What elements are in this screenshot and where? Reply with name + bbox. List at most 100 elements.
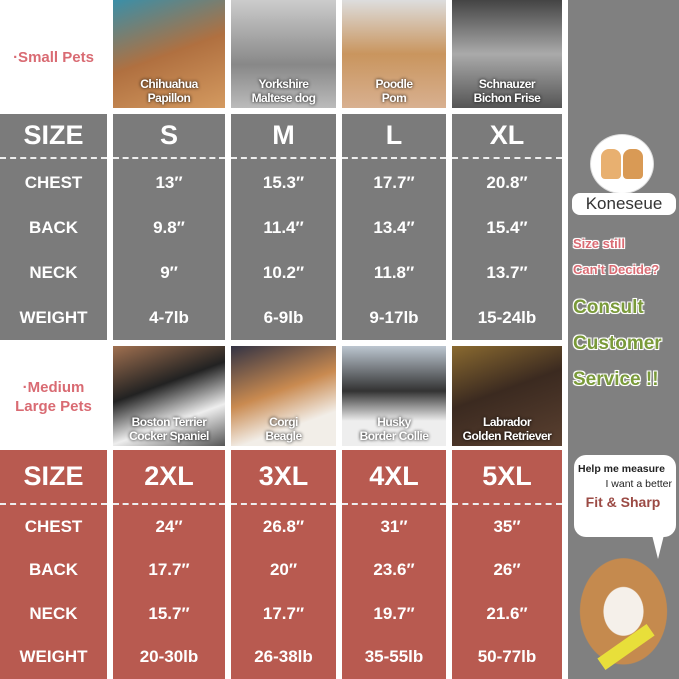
measure-value: 35-55lb bbox=[364, 647, 424, 667]
measure-value: 11.8′′ bbox=[373, 262, 415, 282]
measure-value: 23.6′′ bbox=[373, 560, 415, 580]
dashed-divider bbox=[0, 157, 107, 159]
label-column: SIZE CHEST BACK NECK WEIGHT bbox=[0, 450, 107, 679]
measure-value: 6-9lb bbox=[263, 307, 304, 327]
dashed-divider bbox=[113, 157, 225, 159]
breed-label: Boston Terrier Cocker Spaniel bbox=[129, 415, 209, 446]
breed-name: Chihuahua bbox=[140, 77, 198, 91]
measure-value: 26-38lb bbox=[254, 647, 313, 667]
size-label: 3XL bbox=[258, 460, 309, 491]
breed-name: Pom bbox=[381, 91, 407, 105]
bubble-text-3: Fit & Sharp bbox=[585, 494, 661, 510]
measure-label: CHEST bbox=[24, 172, 83, 192]
breed-name: Golden Retriever bbox=[462, 429, 552, 443]
measure-label: NECK bbox=[29, 262, 78, 282]
size-label: M bbox=[272, 119, 295, 150]
label-line: Large Pets bbox=[15, 398, 92, 415]
measure-value: 24′′ bbox=[155, 516, 183, 536]
measure-value: 9′′ bbox=[160, 262, 178, 282]
breed-name: Border Collie bbox=[359, 429, 429, 443]
breed-name: Poodle bbox=[375, 77, 413, 91]
breed-name: Bichon Frise bbox=[473, 91, 541, 105]
size-label: 4XL bbox=[369, 460, 419, 491]
measure-value: 11.4′′ bbox=[263, 217, 304, 237]
measure-value: 15.3′′ bbox=[262, 172, 305, 192]
breed-photo: Yorkshire Maltese dog bbox=[231, 0, 336, 108]
measure-value: 13.4′′ bbox=[373, 217, 415, 237]
corgi-icon bbox=[601, 149, 621, 179]
measure-label: NECK bbox=[29, 603, 78, 623]
measure-label: WEIGHT bbox=[19, 647, 88, 667]
size-column: XL 20.8′′ 15.4′′ 13.7′′ 15-24lb bbox=[452, 114, 562, 340]
measure-value: 17.7′′ bbox=[148, 560, 190, 580]
dashed-divider bbox=[0, 503, 107, 505]
measure-value: 17.7′′ bbox=[262, 603, 305, 623]
breed-name: Labrador bbox=[482, 415, 532, 429]
measure-value: 19.7′′ bbox=[373, 603, 415, 623]
measure-value: 15.7′′ bbox=[148, 603, 190, 623]
breed-name: Beagle bbox=[265, 429, 302, 443]
undecided-text-2: Can't Decide? bbox=[573, 262, 660, 277]
measure-value: 50-77lb bbox=[477, 647, 537, 667]
size-label: L bbox=[385, 119, 403, 150]
measure-value: 9-17lb bbox=[369, 307, 419, 327]
measure-value: 20.8′′ bbox=[486, 172, 528, 192]
measure-label: BACK bbox=[28, 560, 79, 580]
size-column: 3XL 26.8′′ 20′′ 17.7′′ 26-38lb bbox=[231, 450, 336, 679]
bubble-text-2: I want a better bbox=[605, 478, 672, 490]
undecided-text: Size still bbox=[573, 236, 626, 251]
label-column: SIZE CHEST BACK NECK WEIGHT bbox=[0, 114, 107, 340]
breed-photo: Corgi Beagle bbox=[231, 346, 336, 446]
speech-bubble: Help me measure I want a better Fit & Sh… bbox=[574, 455, 676, 537]
breed-photo: Labrador Golden Retriever bbox=[452, 346, 562, 446]
size-column: S 13′′ 9.8′′ 9′′ 4-7lb bbox=[113, 114, 225, 340]
measure-value: 21.6′′ bbox=[486, 603, 528, 623]
brand-logo bbox=[590, 134, 654, 194]
breed-label: Chihuahua Papillon bbox=[140, 77, 198, 108]
size-label: XL bbox=[489, 119, 525, 150]
dashed-divider bbox=[342, 157, 446, 159]
breed-photo: Chihuahua Papillon bbox=[113, 0, 225, 108]
measure-value: 17.7′′ bbox=[373, 172, 415, 192]
breed-label: Labrador Golden Retriever bbox=[463, 415, 552, 446]
breed-photo: Poodle Pom bbox=[342, 0, 446, 108]
size-header: SIZE bbox=[23, 119, 84, 150]
bubble-tail bbox=[652, 535, 664, 559]
breed-name: Maltese dog bbox=[251, 91, 316, 105]
size-column: L 17.7′′ 13.4′′ 11.8′′ 9-17lb bbox=[342, 114, 446, 340]
breed-label: Yorkshire Maltese dog bbox=[252, 77, 316, 108]
customer-text: Customer bbox=[573, 333, 662, 354]
breed-photo: Boston Terrier Cocker Spaniel bbox=[113, 346, 225, 446]
measure-value: 15.4′′ bbox=[486, 217, 528, 237]
breed-name: Boston Terrier bbox=[131, 415, 207, 429]
measure-label: CHEST bbox=[24, 516, 83, 536]
size-column: 4XL 31′′ 23.6′′ 19.7′′ 35-55lb bbox=[342, 450, 446, 679]
breed-label: Schnauzer Bichon Frise bbox=[474, 77, 541, 108]
measure-value: 26′′ bbox=[493, 560, 521, 580]
label-line: ·Medium bbox=[22, 379, 85, 396]
size-label: 2XL bbox=[144, 460, 194, 491]
breed-name: Corgi bbox=[269, 415, 298, 429]
consult-text: Consult bbox=[573, 297, 644, 318]
service-text: Service !! bbox=[573, 369, 659, 390]
size-column: M 15.3′′ 11.4′′ 10.2′′ 6-9lb bbox=[231, 114, 336, 340]
dashed-divider bbox=[231, 157, 336, 159]
measure-value: 15-24lb bbox=[477, 307, 537, 327]
size-label: 5XL bbox=[482, 460, 532, 491]
measure-value: 13.7′′ bbox=[486, 262, 528, 282]
sidebar-panel: Koneseue Size still Can't Decide? Consul… bbox=[568, 0, 679, 679]
measure-value: 13′′ bbox=[155, 172, 183, 192]
breed-name: Cocker Spaniel bbox=[129, 429, 209, 443]
measure-label: WEIGHT bbox=[19, 307, 88, 327]
dashed-divider bbox=[231, 503, 336, 505]
measure-label: BACK bbox=[28, 217, 79, 237]
breed-name: Schnauzer bbox=[478, 77, 536, 91]
measure-value: 31′′ bbox=[380, 516, 408, 536]
breed-name: Yorkshire bbox=[258, 77, 309, 91]
size-header: SIZE bbox=[23, 460, 84, 491]
measure-value: 4-7lb bbox=[149, 307, 189, 327]
breed-photo: Schnauzer Bichon Frise bbox=[452, 0, 562, 108]
breed-name: Husky bbox=[377, 415, 411, 429]
size-column: 2XL 24′′ 17.7′′ 15.7′′ 20-30lb bbox=[113, 450, 225, 679]
breed-label: Poodle Pom bbox=[375, 77, 413, 108]
